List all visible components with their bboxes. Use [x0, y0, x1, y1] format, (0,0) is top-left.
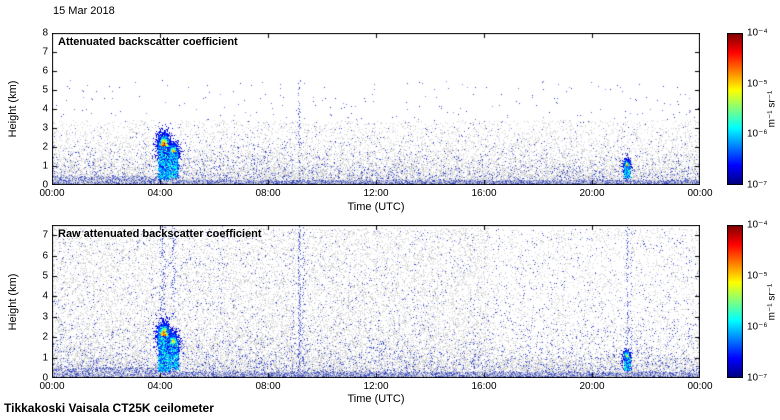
colorbar-tick-label: 10⁻⁵ [747, 270, 768, 282]
x-tick-label: 12:00 [363, 381, 389, 392]
panel2-xlabel: Time (UTC) [347, 393, 405, 405]
y-tick-label: 3 [42, 311, 48, 323]
instrument-label: Tikkakoski Vaisala CT25K ceilometer [4, 401, 214, 415]
colorbar-2 [727, 225, 743, 378]
panel2-title: Raw attenuated backscatter coefficient [58, 228, 262, 240]
y-tick-label: 4 [42, 290, 48, 302]
y-tick-label: 2 [42, 141, 48, 153]
y-tick-label: 0 [42, 372, 48, 384]
colorbar-tick-label: 10⁻⁵ [747, 78, 768, 90]
y-tick-label: 1 [42, 160, 48, 172]
y-tick-label: 3 [42, 122, 48, 134]
colorbar-tick-label: 10⁻⁷ [747, 372, 768, 384]
colorbar-tick-label: 10⁻⁴ [747, 27, 768, 39]
y-tick-label: 7 [42, 229, 48, 241]
x-tick-label: 00:00 [687, 381, 713, 392]
attenuated-backscatter-heatmap [52, 33, 700, 185]
x-tick-label: 16:00 [471, 188, 497, 199]
x-tick-label: 04:00 [147, 188, 173, 199]
raw-attenuated-backscatter-heatmap [52, 225, 700, 378]
colorbar-tick-label: 10⁻⁶ [747, 321, 768, 333]
colorbar-1 [727, 33, 743, 185]
date-label: 15 Mar 2018 [53, 5, 115, 17]
colorbar-tick-label: 10⁻⁴ [747, 219, 768, 231]
y-tick-label: 6 [42, 250, 48, 262]
x-tick-label: 20:00 [579, 188, 605, 199]
x-tick-label: 12:00 [363, 188, 389, 199]
y-tick-label: 2 [42, 331, 48, 343]
colorbar-tick-label: 10⁻⁷ [747, 179, 768, 191]
colorbar2-unit-label: m⁻¹ sr⁻¹ [766, 283, 778, 321]
y-tick-label: 8 [42, 27, 48, 39]
panel1-ylabel: Height (km) [7, 80, 19, 138]
x-tick-label: 16:00 [471, 381, 497, 392]
panel2-ylabel: Height (km) [7, 273, 19, 331]
y-tick-label: 7 [42, 46, 48, 58]
y-tick-label: 4 [42, 103, 48, 115]
x-tick-label: 08:00 [255, 188, 281, 199]
panel1-title: Attenuated backscatter coefficient [58, 36, 238, 48]
x-tick-label: 00:00 [687, 188, 713, 199]
x-tick-label: 08:00 [255, 381, 281, 392]
x-tick-label: 00:00 [39, 381, 65, 392]
x-tick-label: 04:00 [147, 381, 173, 392]
y-tick-label: 6 [42, 65, 48, 77]
colorbar-tick-label: 10⁻⁶ [747, 128, 768, 140]
colorbar1-unit-label: m⁻¹ sr⁻¹ [766, 90, 778, 128]
y-tick-label: 5 [42, 84, 48, 96]
x-tick-label: 20:00 [579, 381, 605, 392]
y-tick-label: 1 [42, 352, 48, 364]
x-tick-label: 00:00 [39, 188, 65, 199]
y-tick-label: 0 [42, 179, 48, 191]
panel1-xlabel: Time (UTC) [347, 201, 405, 213]
y-tick-label: 5 [42, 270, 48, 282]
